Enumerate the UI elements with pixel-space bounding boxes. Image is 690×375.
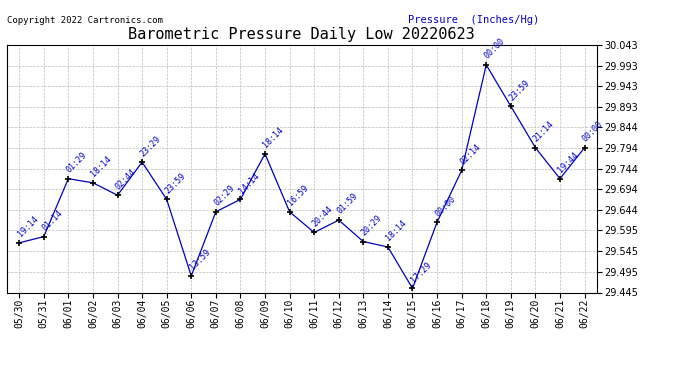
Text: 16:59: 16:59 (286, 184, 310, 208)
Text: 02:29: 02:29 (213, 184, 236, 208)
Text: 02:14: 02:14 (458, 142, 482, 166)
Text: 01:14: 01:14 (40, 209, 64, 232)
Text: 21:14: 21:14 (532, 119, 556, 144)
Text: 23:59: 23:59 (507, 78, 531, 102)
Text: 18:14: 18:14 (384, 219, 408, 243)
Text: 01:59: 01:59 (335, 192, 359, 216)
Text: 13:59: 13:59 (188, 248, 212, 272)
Text: 02:44: 02:44 (114, 167, 138, 191)
Text: Copyright 2022 Cartronics.com: Copyright 2022 Cartronics.com (7, 16, 163, 25)
Text: 23:29: 23:29 (139, 134, 163, 158)
Text: 19:14: 19:14 (16, 214, 39, 238)
Text: 01:29: 01:29 (65, 150, 89, 174)
Text: 18:14: 18:14 (262, 126, 286, 150)
Text: 23:59: 23:59 (163, 171, 187, 195)
Text: Pressure  (Inches/Hg): Pressure (Inches/Hg) (408, 15, 540, 25)
Text: 18:14: 18:14 (89, 154, 113, 178)
Text: 00:00: 00:00 (581, 119, 605, 144)
Text: 19:44: 19:44 (556, 150, 580, 174)
Text: 00:00: 00:00 (433, 194, 457, 218)
Text: 20:44: 20:44 (310, 204, 335, 228)
Text: 14:14: 14:14 (237, 171, 261, 195)
Text: 00:00: 00:00 (482, 37, 506, 61)
Title: Barometric Pressure Daily Low 20220623: Barometric Pressure Daily Low 20220623 (128, 27, 475, 42)
Text: 20:29: 20:29 (359, 213, 384, 237)
Text: 17:29: 17:29 (409, 260, 433, 284)
